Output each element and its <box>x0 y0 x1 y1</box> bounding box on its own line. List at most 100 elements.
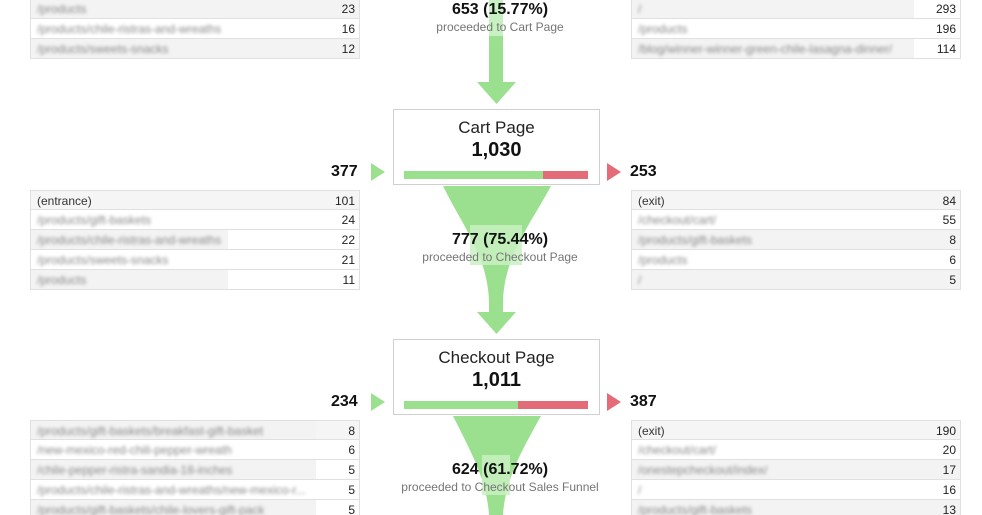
page-path: /products <box>37 273 87 287</box>
row-count: 114 <box>936 42 956 56</box>
row-count: 101 <box>334 194 355 208</box>
row-count: 11 <box>342 273 355 287</box>
row-count: 22 <box>341 233 355 247</box>
page-path: /products/gift-baskets <box>37 213 152 227</box>
step-count: 1,011 <box>472 369 521 391</box>
row-count: 23 <box>341 2 355 16</box>
flow-caption: proceeded to Checkout Page <box>422 250 578 264</box>
table-row[interactable]: /products 23 <box>30 0 360 19</box>
row-count: 8 <box>949 233 956 247</box>
entrances-table-cart: (entrance) 101 /products/gift-baskets 24 /… <box>30 190 360 290</box>
flow-count: 624 (61.72%) <box>451 461 549 478</box>
table-row[interactable]: /products 11 <box>30 270 360 290</box>
row-count: 8 <box>348 424 355 438</box>
page-path: /products <box>638 253 688 267</box>
table-row[interactable]: /products/gift-baskets/breakfast-gift-ba… <box>30 420 360 440</box>
table-row[interactable]: (entrance) 101 <box>30 190 360 210</box>
exits-count: 387 <box>630 393 657 410</box>
exit-arrow-icon <box>607 393 621 411</box>
row-count: 12 <box>341 42 355 56</box>
entrances-table-previous: /products 23 /products/chile-ristras-and-… <box>30 0 360 59</box>
flow-label-to-checkout: 777 (75.44%) proceeded to Checkout Page <box>370 231 630 264</box>
entrance-arrow-icon <box>371 393 385 411</box>
row-count: 16 <box>942 483 956 497</box>
row-count: 293 <box>935 2 956 16</box>
page-path: (exit) <box>638 194 665 208</box>
page-path: /products <box>638 22 688 36</box>
arrow-down-icon <box>477 82 516 104</box>
table-row[interactable]: /checkout/cart/55 <box>631 210 961 230</box>
table-row[interactable]: /products/chile-ristras-and-wreaths 16 <box>30 19 360 39</box>
flow-caption: proceeded to Cart Page <box>436 20 564 34</box>
step-name: Checkout Page <box>438 348 555 367</box>
table-row[interactable]: /products/sweets-snacks 21 <box>30 250 360 270</box>
row-count: 190 <box>935 424 956 438</box>
step-progress-bar <box>404 171 588 179</box>
exit-segment <box>517 401 588 409</box>
row-count: 5 <box>348 463 355 477</box>
table-row[interactable]: /5 <box>631 270 961 290</box>
table-row[interactable]: / 293 <box>631 0 961 19</box>
page-path: /checkout/cart/ <box>638 443 717 457</box>
page-path: /products/sweets-snacks <box>37 253 169 267</box>
table-row[interactable]: /products/gift-baskets 8 <box>631 230 961 250</box>
continue-segment <box>404 171 543 179</box>
page-path: /checkout/cart/ <box>638 213 717 227</box>
funnel-step-checkout-page[interactable]: Checkout Page 1,011 <box>393 339 600 415</box>
table-row[interactable]: /products/gift-baskets 24 <box>30 210 360 230</box>
table-row[interactable]: (exit) 190 <box>631 420 961 440</box>
page-path: /products/sweets-snacks <box>37 42 169 56</box>
table-row[interactable]: /new-mexico-red-chili-pepper-wreath 6 <box>30 440 360 460</box>
page-path: /products/chile-ristras-and-wreaths <box>37 22 222 36</box>
table-row[interactable]: /chile-pepper-ristra-sandia-18-inches 5 <box>30 460 360 480</box>
page-path: /blog/winner-winner-green-chile-lasagna-… <box>638 42 893 56</box>
entrances-count: 234 <box>331 393 358 410</box>
table-row[interactable]: /products 196 <box>631 19 961 39</box>
row-count: 5 <box>949 273 956 287</box>
arrow-down-icon <box>477 312 516 334</box>
table-row[interactable]: /products 6 <box>631 250 961 270</box>
table-row[interactable]: /products/gift-baskets 13 <box>631 500 961 515</box>
funnel-step-cart-page[interactable]: Cart Page 1,030 <box>393 109 600 185</box>
exits-count: 253 <box>630 163 657 180</box>
table-row[interactable]: /products/sweets-snacks 12 <box>30 39 360 59</box>
row-count: 5 <box>348 483 355 497</box>
row-count: 55 <box>942 213 956 227</box>
page-path: /products/gift-baskets/breakfast-gift-ba… <box>37 424 264 438</box>
page-path: (entrance) <box>37 194 92 208</box>
page-path: / <box>638 2 642 16</box>
table-row[interactable]: /checkout/cart/20 <box>631 440 961 460</box>
page-path: /chile-pepper-ristra-sandia-18-inches <box>37 463 233 477</box>
entrances-count: 377 <box>331 163 358 180</box>
table-row[interactable]: /blog/winner-winner-green-chile-lasagna-… <box>631 39 961 59</box>
table-row[interactable]: /onestepcheckout/index/17 <box>631 460 961 480</box>
page-path: / <box>638 483 642 497</box>
entrance-arrow-icon <box>371 163 385 181</box>
row-count: 21 <box>341 253 355 267</box>
row-count: 20 <box>942 443 956 457</box>
step-progress-bar <box>404 401 588 409</box>
exit-segment <box>542 171 588 179</box>
entrances-table-checkout: /products/gift-baskets/breakfast-gift-ba… <box>30 420 360 515</box>
row-count: 84 <box>942 194 956 208</box>
table-row[interactable]: (exit) 84 <box>631 190 961 210</box>
row-count: 13 <box>942 503 956 515</box>
exit-arrow-icon <box>607 163 621 181</box>
page-path: /products/gift-baskets/chile-lovers-gift… <box>37 503 265 515</box>
row-count: 5 <box>348 503 355 515</box>
flow-count: 777 (75.44%) <box>451 231 549 248</box>
continue-segment <box>404 401 518 409</box>
row-count: 6 <box>348 443 355 457</box>
step-name: Cart Page <box>458 118 535 137</box>
table-row[interactable]: /products/chile-ristras-and-wreaths 22 <box>30 230 360 250</box>
row-count: 16 <box>341 22 355 36</box>
table-row[interactable]: / 16 <box>631 480 961 500</box>
table-row[interactable]: /products/gift-baskets/chile-lovers-gift… <box>30 500 360 515</box>
exits-table-previous: / 293 /products 196 /blog/winner-winner-gr… <box>631 0 961 59</box>
row-count: 17 <box>942 463 956 477</box>
table-row[interactable]: /products/chile-ristras-and-wreaths/new-… <box>30 480 360 500</box>
flow-label-to-cart: 653 (15.77%) proceeded to Cart Page <box>370 1 630 34</box>
exits-table-cart: (exit) 84 /checkout/cart/55 /products/gif… <box>631 190 961 290</box>
page-path: /products/chile-ristras-and-wreaths/new-… <box>37 483 306 497</box>
